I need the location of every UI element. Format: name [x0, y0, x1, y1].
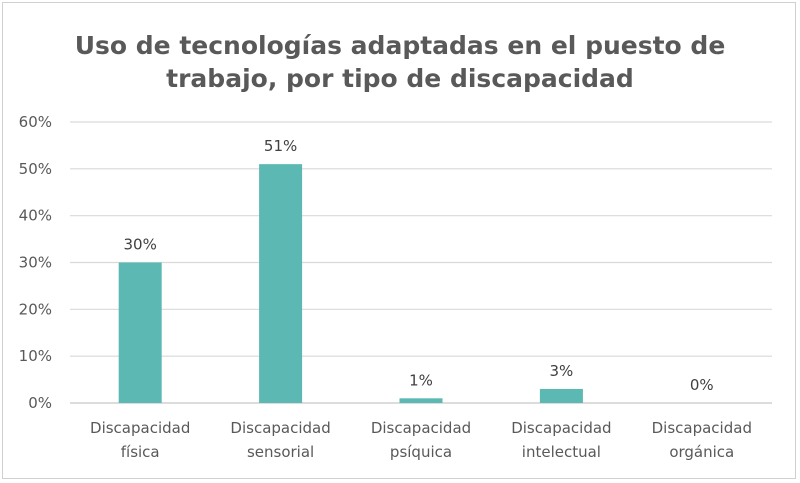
data-label: 30% [124, 236, 157, 254]
bar [399, 398, 443, 403]
x-category-label: orgánica [669, 443, 734, 461]
y-tick-label: 40% [19, 207, 52, 225]
bar [118, 262, 162, 403]
y-tick-label: 30% [19, 254, 52, 272]
y-tick-label: 0% [28, 394, 52, 412]
y-tick-label: 50% [19, 160, 52, 178]
data-label: 3% [550, 362, 574, 380]
data-label: 51% [264, 137, 297, 155]
data-label: 0% [690, 376, 714, 394]
x-category-label: psíquica [390, 443, 452, 461]
x-category-label: Discapacidad [371, 419, 471, 437]
y-tick-label: 20% [19, 300, 52, 318]
x-category-label: física [121, 443, 160, 461]
bar [259, 164, 303, 403]
y-tick-label: 10% [19, 347, 52, 365]
x-category-label: sensorial [247, 443, 314, 461]
bar [539, 388, 583, 403]
x-category-label: Discapacidad [230, 419, 330, 437]
x-category-label: Discapacidad [511, 419, 611, 437]
y-tick-label: 60% [19, 113, 52, 131]
chart-title-line-2: trabajo, por tipo de discapacidad [166, 64, 634, 93]
x-category-label: Discapacidad [652, 419, 752, 437]
data-label: 1% [409, 371, 433, 389]
chart-title-line-1: Uso de tecnologías adaptadas en el puest… [75, 31, 726, 60]
x-category-label: intelectual [522, 443, 601, 461]
x-category-label: Discapacidad [90, 419, 190, 437]
